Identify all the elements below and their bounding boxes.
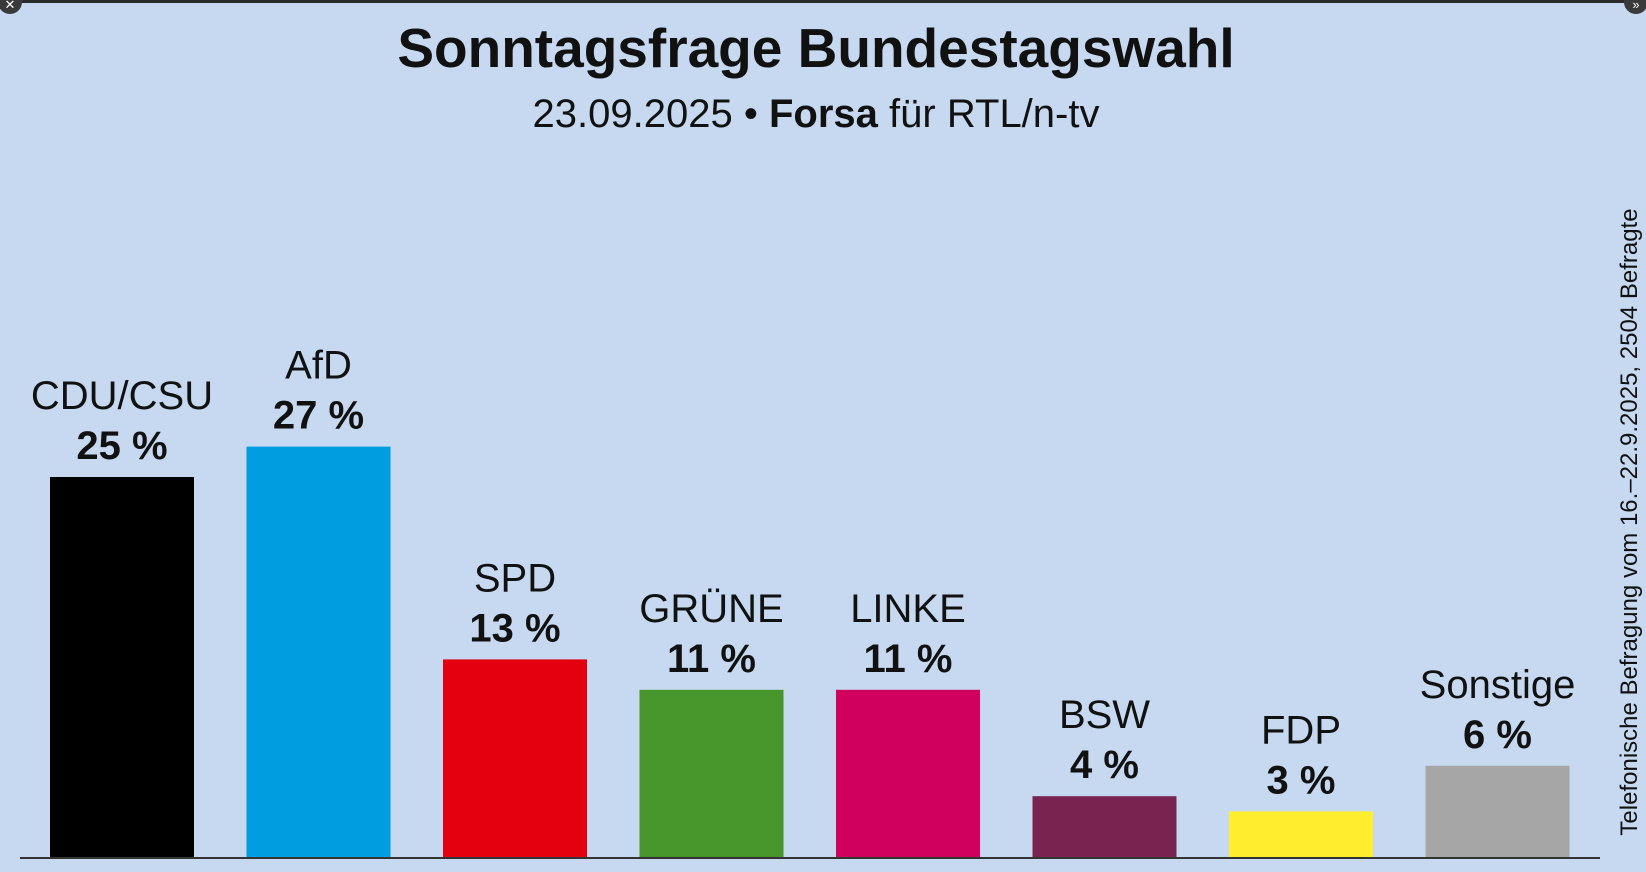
bar-category-label: SPD (474, 556, 556, 600)
bar-value-label: 11 % (864, 637, 953, 681)
chart-subtitle: 23.09.2025 • Forsa für RTL/n-tv (0, 92, 1632, 137)
bar-value-label: 3 % (1267, 758, 1336, 802)
pollster-name: Forsa (768, 92, 878, 136)
bar-value-label: 6 % (1463, 713, 1532, 757)
double-chevron-right-icon[interactable]: » (1624, 0, 1646, 14)
separator-dot: • (743, 92, 758, 136)
top-border (0, 0, 1646, 3)
bar-category-label: AfD (285, 344, 352, 388)
poll-date: 23.09.2025 (532, 92, 733, 136)
bar-spd (443, 659, 587, 857)
bar-cdu-csu (50, 477, 194, 857)
bar-category-label: LINKE (850, 587, 966, 631)
bar-category-label: Sonstige (1420, 663, 1576, 707)
bar-category-label: BSW (1059, 693, 1150, 737)
bar-afd (246, 446, 391, 857)
bar-category-label: CDU/CSU (31, 374, 213, 418)
bar-sonstige (1425, 765, 1570, 857)
close-icon[interactable]: ✕ (0, 0, 22, 14)
bar-fdp (1229, 811, 1373, 857)
bar-value-label: 4 % (1070, 743, 1139, 787)
bar-value-label: 27 % (273, 394, 364, 438)
bar-bsw (1032, 796, 1177, 857)
poll-client: für RTL/n-tv (889, 92, 1100, 136)
bar-value-label: 25 % (76, 424, 167, 468)
survey-note: Telefonische Befragung vom 16.–22.9.2025… (1616, 208, 1643, 836)
bar-value-label: 11 % (667, 637, 756, 681)
bar-category-label: GRÜNE (639, 587, 783, 631)
bar-grüne (639, 689, 784, 857)
chart-title: Sonntagsfrage Bundestagswahl (397, 17, 1235, 79)
bar-linke (836, 689, 980, 857)
bar-category-label: FDP (1261, 708, 1341, 752)
bar-value-label: 13 % (469, 606, 560, 650)
bar-chart: 25 % CDU/CSU 27 % AfD 13 % SPD 11 % GRÜNE 11 % LI… (20, 344, 1600, 859)
